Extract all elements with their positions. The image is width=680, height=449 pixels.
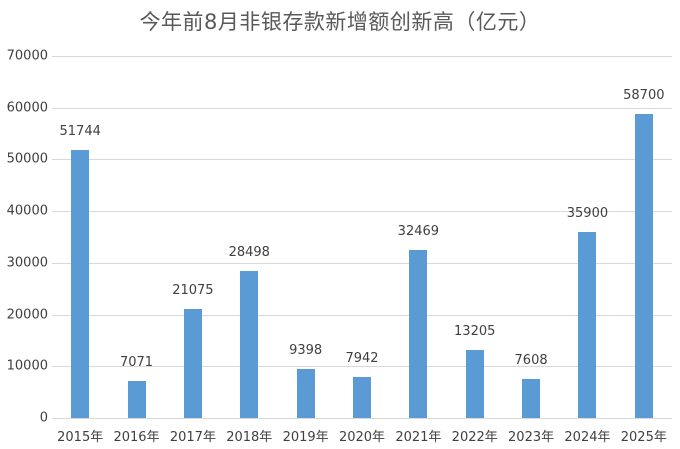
data-label: 7071 (119, 355, 154, 371)
data-label: 51744 (59, 124, 101, 140)
gridline (52, 418, 672, 419)
data-label: 32469 (397, 224, 440, 240)
x-tick-label: 2017年 (169, 430, 216, 445)
bar (183, 309, 202, 418)
bar (522, 378, 541, 418)
x-tick-label: 2018年 (226, 430, 273, 445)
x-tick-label: 2022年 (451, 430, 498, 445)
data-label: 21075 (172, 283, 214, 298)
bar (240, 270, 259, 418)
data-label: 13205 (454, 323, 496, 339)
y-tick-label: 70000 (6, 48, 48, 64)
y-tick-label: 20000 (6, 307, 48, 323)
y-tick-label: 40000 (6, 203, 48, 219)
y-tick-label: 0 (39, 410, 48, 426)
x-tick-label: 2025年 (620, 430, 667, 445)
x-tick-label: 2023年 (508, 430, 555, 445)
x-tick-label: 2016年 (113, 430, 160, 445)
y-tick-label: 50000 (6, 151, 48, 167)
data-label: 7942 (345, 350, 379, 366)
bar (634, 114, 653, 418)
bar (127, 381, 146, 418)
gridline (52, 262, 672, 264)
data-label: 35900 (566, 206, 609, 222)
gridline (52, 211, 672, 213)
data-label: 9398 (289, 343, 323, 359)
gridline (52, 366, 672, 368)
data-label: 58700 (623, 88, 665, 104)
gridline (52, 314, 672, 316)
data-label: 28498 (228, 244, 270, 260)
x-tick-label: 2019年 (282, 430, 329, 445)
plot-area: 51744 7071 21075 28498 9398 7942 32469 13205 760… (52, 56, 672, 419)
x-tick-label: 2015年 (57, 430, 104, 445)
y-tick-label: 10000 (6, 358, 48, 374)
y-tick-label: 30000 (6, 255, 48, 271)
data-label: 7608 (514, 352, 548, 368)
bar (71, 150, 90, 418)
x-tick-label: 2024年 (564, 430, 611, 445)
bar (409, 250, 428, 418)
x-tick-label: 2021年 (395, 430, 442, 445)
gridline (52, 159, 672, 161)
gridline (52, 107, 672, 109)
chart-title: 今年前8月非银存款新增额创新高（亿元） (139, 10, 541, 34)
bar (296, 369, 315, 418)
bar (353, 376, 371, 418)
x-tick-label: 2020年 (338, 430, 386, 445)
bar (578, 232, 597, 418)
y-tick-label: 60000 (6, 100, 48, 116)
bar (465, 349, 484, 418)
gridline (52, 56, 672, 57)
